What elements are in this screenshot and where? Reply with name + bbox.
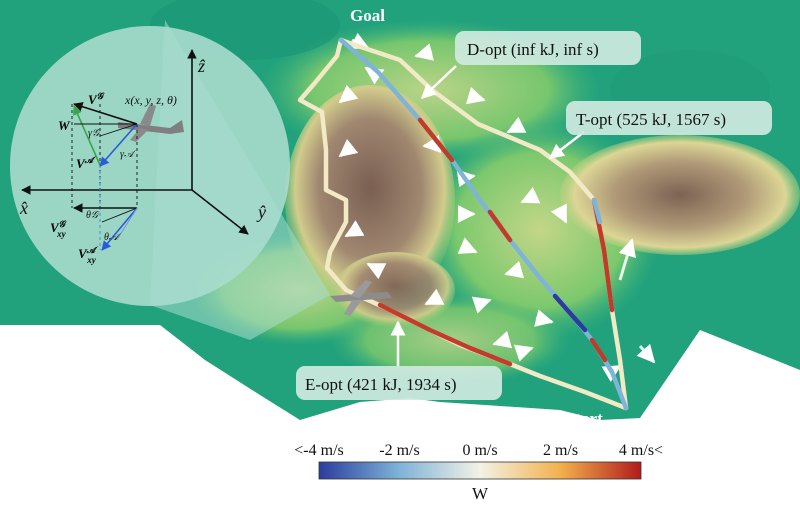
path-e-opt-blue bbox=[552, 293, 588, 333]
reference-line bbox=[99, 123, 138, 137]
callout-d-opt-label: D-opt (inf kJ, inf s) bbox=[467, 40, 599, 59]
path-e-opt-red1 bbox=[417, 117, 455, 163]
colorbar-label: W bbox=[472, 484, 489, 503]
path-lower-red bbox=[377, 302, 513, 367]
wind-arrow bbox=[506, 116, 527, 134]
colorbar-tick: <-4 m/s bbox=[294, 442, 343, 459]
label-ground: V𝒢 bbox=[88, 91, 105, 107]
wind-arrow bbox=[465, 86, 486, 105]
wind-arrow bbox=[504, 260, 525, 279]
inset: ẑ x̂ ŷ x(x, y, z, θ) V𝒢 W V𝒜 V𝒢 xy V𝒜 xy bbox=[10, 20, 330, 340]
path-t-opt-wind-blue bbox=[591, 197, 603, 225]
wind-arrow bbox=[636, 343, 656, 364]
vector-air-xy bbox=[101, 207, 138, 251]
callout-e-opt-label: E-opt (421 kJ, 1934 s) bbox=[305, 375, 457, 394]
colorbar: <-4 m/s -2 m/s 0 m/s 2 m/s 4 m/s< W bbox=[294, 442, 663, 503]
aircraft-icon bbox=[330, 280, 392, 316]
x-axis-label: x̂ bbox=[19, 198, 28, 218]
wind-arrow bbox=[338, 84, 359, 104]
wind-arrow bbox=[550, 203, 568, 224]
colorbar-tick: 4 m/s< bbox=[619, 442, 663, 459]
paths bbox=[297, 37, 629, 411]
wind-arrow bbox=[338, 138, 359, 158]
vector-wind bbox=[73, 105, 101, 166]
colorbar-tick-labels: <-4 m/s -2 m/s 0 m/s 2 m/s 4 m/s< bbox=[294, 442, 663, 459]
y-axis-label: ŷ bbox=[256, 202, 266, 222]
reference-line bbox=[101, 207, 138, 223]
wind-arrow bbox=[344, 220, 365, 238]
label-ground-xy: V𝒢 xy bbox=[50, 219, 67, 239]
aircraft-inset-icon bbox=[118, 104, 184, 142]
colorbar-tick: 0 m/s bbox=[462, 442, 497, 459]
wind-arrow bbox=[513, 344, 534, 362]
path-t-opt bbox=[338, 37, 629, 411]
wind-arrow bbox=[457, 237, 478, 254]
colorbar-gradient bbox=[318, 461, 642, 480]
wind-arrow bbox=[534, 309, 554, 327]
wind-arrow bbox=[414, 43, 434, 61]
position-label: x(x, y, z, θ) bbox=[124, 93, 177, 107]
wind-arrow bbox=[492, 330, 513, 349]
y-axis bbox=[191, 189, 249, 235]
callout-e-opt: E-opt (421 kJ, 1934 s) bbox=[296, 320, 502, 400]
path-e-opt-red2 bbox=[487, 209, 513, 243]
angle-gamma-a: γ𝒜 bbox=[120, 149, 137, 160]
colorbar-tick: 2 m/s bbox=[543, 442, 578, 459]
wind-arrow bbox=[471, 296, 492, 314]
z-axis-label: ẑ bbox=[197, 56, 206, 76]
wind-arrow bbox=[618, 238, 636, 281]
label-wind: W bbox=[58, 118, 71, 133]
colorbar-tick: -2 m/s bbox=[379, 442, 419, 459]
wind-arrow bbox=[364, 66, 385, 85]
vector-ground bbox=[73, 102, 138, 125]
path-e-opt-red3 bbox=[589, 337, 608, 363]
reference-line bbox=[117, 207, 138, 239]
callout-d-opt: D-opt (inf kJ, inf s) bbox=[420, 31, 641, 100]
angle-theta-g: θ𝒢 bbox=[86, 210, 100, 221]
wind-arrow bbox=[424, 288, 445, 306]
angle-gamma-g: γ𝒢 bbox=[88, 128, 101, 139]
label-air-xy: V𝒜 xy bbox=[78, 245, 99, 265]
label-air: V𝒜 bbox=[76, 155, 97, 171]
vector-air bbox=[99, 123, 138, 167]
callout-t-opt: T-opt (525 kJ, 1567 s) bbox=[548, 101, 772, 159]
callout-t-opt-label: T-opt (525 kJ, 1567 s) bbox=[576, 110, 726, 129]
wind-arrow bbox=[520, 187, 541, 204]
wind-arrow bbox=[366, 262, 387, 280]
goal-label: Goal bbox=[350, 6, 385, 25]
start-label: Start bbox=[566, 409, 603, 428]
angle-theta-a: θ𝒜 bbox=[104, 232, 122, 243]
inset-circle bbox=[10, 26, 290, 306]
